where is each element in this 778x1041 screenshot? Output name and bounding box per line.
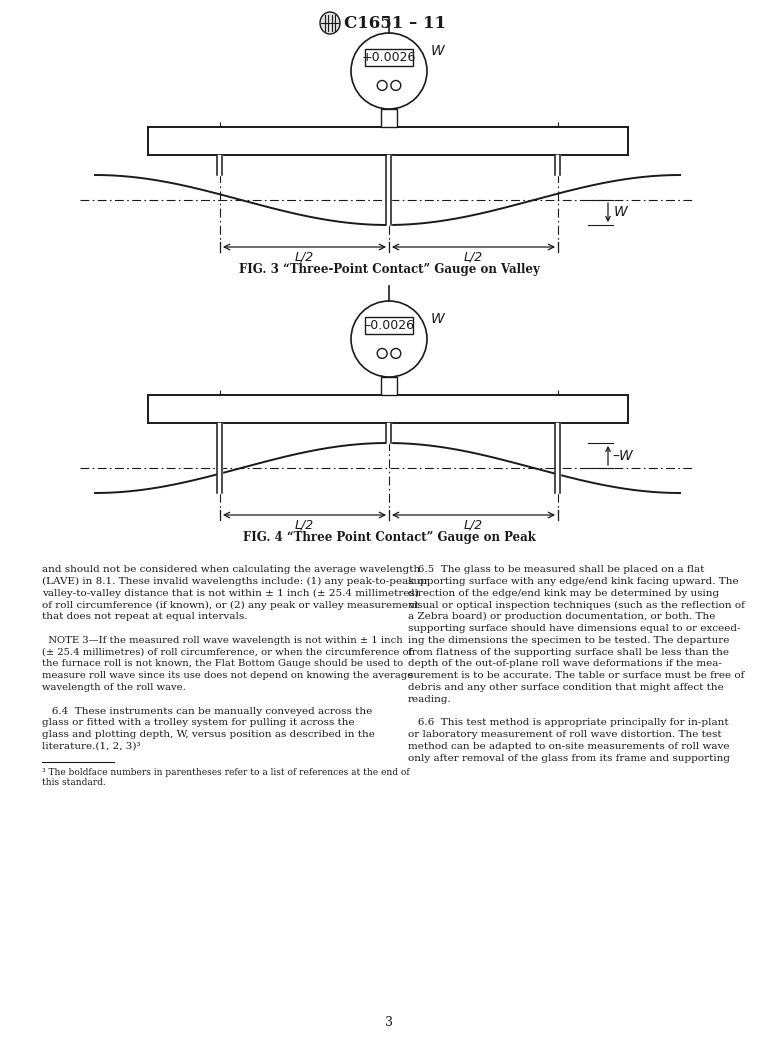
Text: reading.: reading. (408, 694, 452, 704)
Text: measure roll wave since its use does not depend on knowing the average: measure roll wave since its use does not… (42, 671, 413, 680)
Text: valley-to-valley distance that is not within ± 1 inch (± 25.4 millimetres): valley-to-valley distance that is not wi… (42, 588, 419, 598)
Text: W: W (431, 44, 445, 58)
Text: supporting surface with any edge/end kink facing upward. The: supporting surface with any edge/end kin… (408, 577, 738, 586)
Text: direction of the edge/end kink may be determined by using: direction of the edge/end kink may be de… (408, 588, 719, 598)
Text: glass and plotting depth, W, versus position as described in the: glass and plotting depth, W, versus posi… (42, 730, 375, 739)
Text: depth of the out-of-plane roll wave deformations if the mea-: depth of the out-of-plane roll wave defo… (408, 659, 722, 668)
Text: 3: 3 (385, 1016, 393, 1030)
Text: visual or optical inspection techniques (such as the reflection of: visual or optical inspection techniques … (408, 601, 745, 610)
Text: W: W (614, 205, 628, 220)
Text: W: W (431, 312, 445, 326)
Text: ³ The boldface numbers in parentheses refer to a list of references at the end o: ³ The boldface numbers in parentheses re… (42, 768, 410, 777)
FancyBboxPatch shape (148, 395, 628, 423)
Text: and should not be considered when calculating the average wavelength: and should not be considered when calcul… (42, 565, 420, 574)
Text: 6.6  This test method is appropriate principally for in-plant: 6.6 This test method is appropriate prin… (408, 718, 729, 728)
Text: 6.4  These instruments can be manually conveyed across the: 6.4 These instruments can be manually co… (42, 707, 372, 715)
FancyBboxPatch shape (148, 127, 628, 155)
Text: (LAVE) in 8.1. These invalid wavelengths include: (1) any peak-to-peak or: (LAVE) in 8.1. These invalid wavelengths… (42, 577, 429, 586)
Text: FIG. 3 “Three-Point Contact” Gauge on Valley: FIG. 3 “Three-Point Contact” Gauge on Va… (239, 262, 539, 276)
Text: supporting surface should have dimensions equal to or exceed-: supporting surface should have dimension… (408, 624, 741, 633)
Circle shape (351, 301, 427, 377)
Text: L/2: L/2 (464, 518, 483, 532)
Text: of roll circumference (if known), or (2) any peak or valley measurement: of roll circumference (if known), or (2)… (42, 601, 419, 610)
Text: –0.0026: –0.0026 (364, 320, 414, 332)
Text: ing the dimensions the specimen to be tested. The departure: ing the dimensions the specimen to be te… (408, 636, 729, 644)
Text: or laboratory measurement of roll wave distortion. The test: or laboratory measurement of roll wave d… (408, 730, 722, 739)
Circle shape (351, 33, 427, 109)
Text: –W: –W (612, 449, 633, 462)
Text: L/2: L/2 (295, 518, 314, 532)
Ellipse shape (320, 12, 340, 34)
Text: surement is to be accurate. The table or surface must be free of: surement is to be accurate. The table or… (408, 671, 745, 680)
Text: FIG. 4 “Three Point Contact” Gauge on Peak: FIG. 4 “Three Point Contact” Gauge on Pe… (243, 531, 535, 543)
FancyBboxPatch shape (381, 109, 397, 127)
Text: L/2: L/2 (464, 251, 483, 263)
Text: glass or fitted with a trolley system for pulling it across the: glass or fitted with a trolley system fo… (42, 718, 355, 728)
Text: this standard.: this standard. (42, 778, 106, 787)
Text: wavelength of the roll wave.: wavelength of the roll wave. (42, 683, 186, 692)
Text: literature.(1, 2, 3)³: literature.(1, 2, 3)³ (42, 742, 141, 751)
Text: +0.0026: +0.0026 (362, 51, 416, 65)
Text: (± 25.4 millimetres) of roll circumference, or when the circumference of: (± 25.4 millimetres) of roll circumferen… (42, 648, 412, 657)
Text: NOTE 3—If the measured roll wave wavelength is not within ± 1 inch: NOTE 3—If the measured roll wave wavelen… (42, 636, 403, 644)
Text: debris and any other surface condition that might affect the: debris and any other surface condition t… (408, 683, 724, 692)
Text: only after removal of the glass from its frame and supporting: only after removal of the glass from its… (408, 754, 730, 763)
Text: from flatness of the supporting surface shall be less than the: from flatness of the supporting surface … (408, 648, 729, 657)
FancyBboxPatch shape (365, 318, 413, 334)
FancyBboxPatch shape (381, 377, 397, 395)
FancyBboxPatch shape (365, 49, 413, 67)
Text: method can be adapted to on-site measurements of roll wave: method can be adapted to on-site measure… (408, 742, 730, 751)
Text: C1651 – 11: C1651 – 11 (344, 15, 446, 31)
Text: a Zebra board) or production documentation, or both. The: a Zebra board) or production documentati… (408, 612, 716, 621)
Text: 6.5  The glass to be measured shall be placed on a flat: 6.5 The glass to be measured shall be pl… (408, 565, 704, 574)
Text: that does not repeat at equal intervals.: that does not repeat at equal intervals. (42, 612, 247, 621)
Text: L/2: L/2 (295, 251, 314, 263)
Text: the furnace roll is not known, the Flat Bottom Gauge should be used to: the furnace roll is not known, the Flat … (42, 659, 403, 668)
